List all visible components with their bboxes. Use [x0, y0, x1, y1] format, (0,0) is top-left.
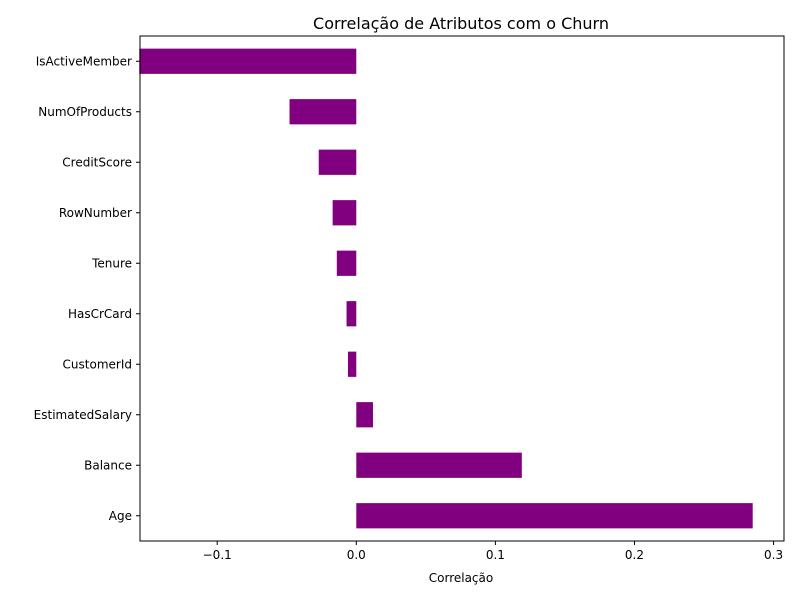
chart-title: Correlação de Atributos com o Churn: [313, 14, 609, 33]
bar-Balance: [356, 452, 522, 478]
x-tick-label: −0.1: [203, 548, 232, 562]
bar-RowNumber: [332, 200, 357, 226]
y-tick-label: RowNumber: [59, 206, 132, 220]
y-tick-label: Tenure: [91, 256, 132, 270]
y-tick-label: CustomerId: [63, 357, 132, 371]
y-tick-label: NumOfProducts: [38, 105, 132, 119]
bars-layer: [139, 48, 753, 529]
y-tick-label: EstimatedSalary: [34, 408, 132, 422]
bar-HasCrCard: [346, 301, 357, 327]
x-tick-label: 0.0: [347, 548, 366, 562]
x-axis-title: Correlação: [429, 571, 493, 585]
x-axis: −0.1 0.0 0.1 0.2 0.3: [203, 541, 783, 562]
bar-Age: [356, 503, 753, 529]
y-tick-label: HasCrCard: [68, 307, 132, 321]
plot-frame: [139, 35, 785, 542]
y-tick-label: IsActiveMember: [36, 54, 132, 68]
y-axis: IsActiveMember NumOfProducts CreditScore Ro…: [34, 54, 140, 523]
bar-CustomerId: [347, 351, 357, 377]
x-tick-label: 0.1: [486, 548, 505, 562]
x-tick-label: 0.2: [625, 548, 644, 562]
y-tick-label: CreditScore: [62, 155, 132, 169]
y-tick-label: Age: [109, 509, 132, 523]
bar-EstimatedSalary: [356, 402, 373, 428]
bar-IsActiveMember: [139, 48, 357, 74]
bar-Tenure: [336, 250, 357, 276]
bar-CreditScore: [318, 149, 357, 175]
bar-NumOfProducts: [289, 99, 357, 125]
y-tick-label: Balance: [84, 458, 132, 472]
x-tick-label: 0.3: [764, 548, 783, 562]
